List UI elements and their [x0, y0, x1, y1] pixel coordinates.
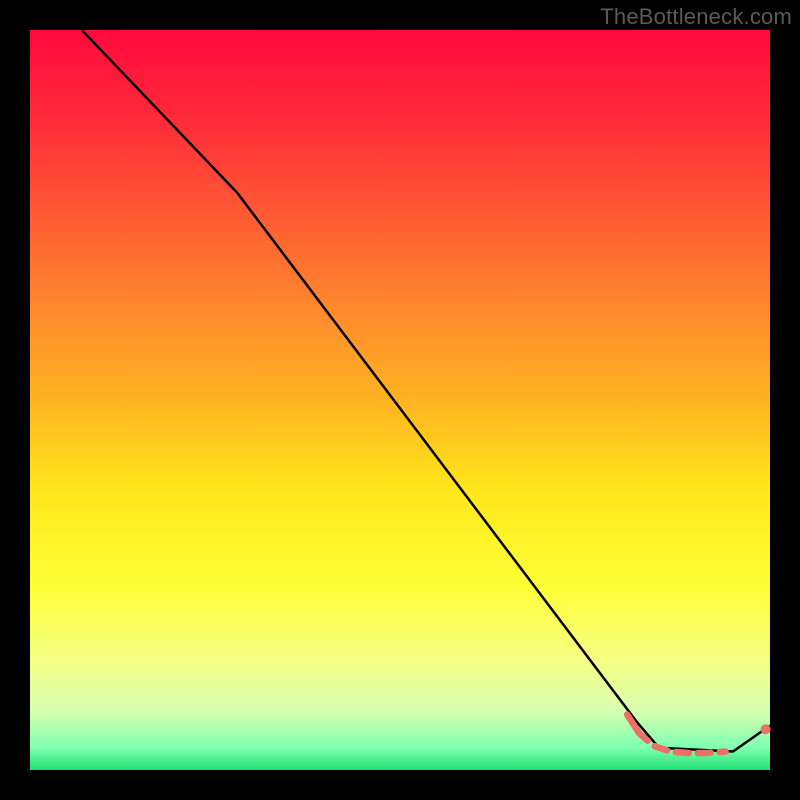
highlight-end-marker	[761, 724, 771, 734]
chart-root: TheBottleneck.com	[0, 0, 800, 800]
bottleneck-plot	[0, 0, 800, 800]
gradient-panel	[30, 30, 770, 770]
